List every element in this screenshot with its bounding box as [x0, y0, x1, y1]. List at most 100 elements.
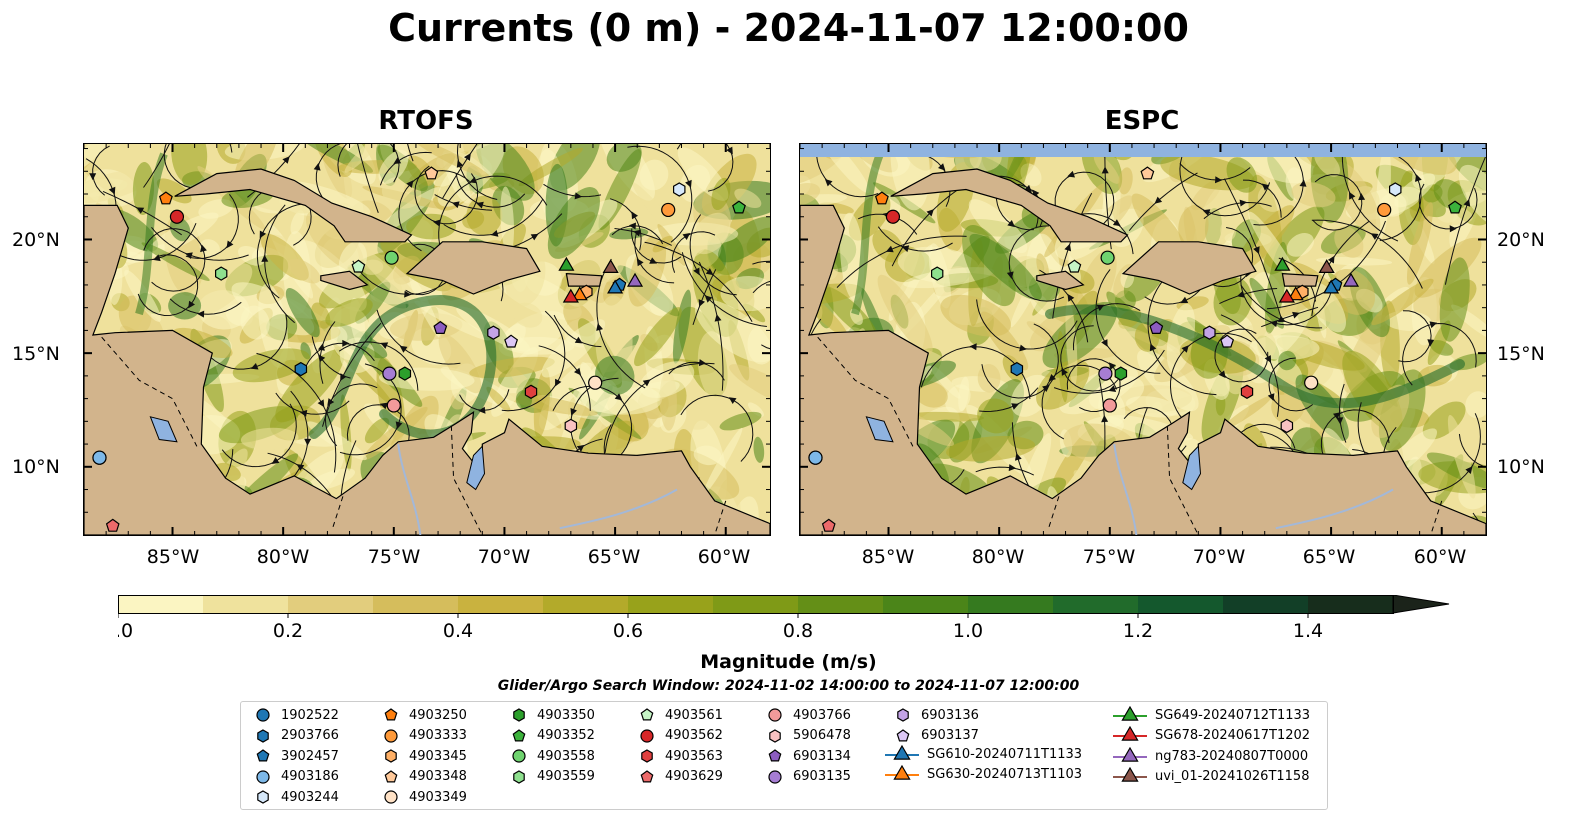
legend-label: 6903137 [921, 728, 979, 743]
legend-label: 4903345 [409, 748, 467, 764]
streamline [137, 254, 199, 317]
platform-marker [524, 384, 538, 399]
border [1166, 425, 1199, 535]
legend-item: 4903766 [765, 706, 851, 724]
platform-marker [1274, 256, 1291, 271]
legend-label: ng783-20240807T0000 [1155, 748, 1309, 764]
streamline [752, 260, 770, 265]
platform-marker [1388, 182, 1402, 197]
streamline-arrow [1007, 220, 1015, 228]
legend-label: 5906478 [793, 728, 851, 743]
legend-label: SG630-20240713T1103 [927, 766, 1083, 782]
streamline [322, 322, 382, 427]
legend-item: 6903137 [893, 727, 979, 745]
streamline-arrow [259, 230, 267, 239]
legend-label: 2903766 [281, 728, 339, 743]
platform-marker [424, 166, 439, 180]
land [1036, 270, 1085, 291]
streamline [815, 144, 879, 198]
legend-item: 6903135 [765, 768, 851, 786]
border [450, 425, 483, 535]
speed-patch [412, 144, 491, 179]
streamline [1418, 183, 1478, 230]
streamline-arrow [1019, 344, 1027, 352]
streamline-arrow [1006, 271, 1014, 279]
streamline-arrow [1261, 183, 1270, 191]
streamline [553, 314, 602, 348]
legend-item: 4903559 [509, 768, 595, 786]
streamline-arrow [1101, 415, 1109, 423]
legend: 1902522 2903766 3902457 4903186 4903244 49032… [240, 701, 1328, 810]
platform-marker [1448, 200, 1462, 214]
streamline-arrow [1218, 370, 1226, 379]
land [84, 204, 770, 535]
current-jet [135, 152, 168, 316]
streamline-arrow [704, 295, 713, 303]
speed-patch [800, 183, 821, 207]
colorbar-segment [288, 595, 374, 613]
legend-marker [513, 769, 525, 784]
streamline-arrow [574, 367, 582, 376]
streamline [169, 298, 242, 315]
streamline-arrow [327, 398, 335, 406]
colorbar-tick-label: 1.0 [953, 620, 983, 642]
streamline-arrow [530, 233, 539, 241]
land [320, 270, 369, 291]
speed-patch [437, 144, 505, 207]
streamline-arrow [282, 156, 290, 164]
streamline-arrow [1349, 191, 1356, 200]
legend-item: SG678-20240617T1202 [1113, 726, 1310, 744]
legend-marker [1121, 747, 1139, 762]
platform-marker [1323, 279, 1340, 294]
legend-item: 4903186 [253, 768, 339, 786]
streamline [627, 145, 693, 243]
streamline-arrow [342, 339, 350, 347]
streamline-arrow [1042, 384, 1050, 392]
streamline [1341, 144, 1399, 242]
streamline-arrow [885, 245, 894, 253]
streamline-arrow [649, 257, 658, 264]
platform-marker [158, 191, 173, 205]
legend-item: SG630-20240713T1103 [885, 765, 1082, 783]
streamline-arrow [1202, 209, 1211, 216]
streamline-arrow [197, 310, 205, 318]
streamline-arrow [633, 229, 641, 237]
lon-tick-label: 75°W [1082, 546, 1136, 568]
streamline [501, 310, 566, 412]
speed-patch [287, 258, 321, 284]
legend-marker [256, 769, 270, 784]
platform-marker [1318, 259, 1335, 273]
streamline [1060, 325, 1123, 392]
streamline-arrow [1327, 255, 1335, 264]
streamline [438, 175, 548, 245]
streamline [434, 194, 493, 211]
legend-label: SG649-20240712T1133 [1155, 707, 1311, 723]
legend-item: 4903345 [381, 747, 467, 765]
legend-marker [893, 745, 911, 760]
streamline-arrow [188, 300, 195, 309]
legend-label: uvi_01-20241026T1158 [1155, 768, 1310, 784]
streamline [1219, 288, 1278, 305]
legend-marker [897, 708, 909, 722]
platform-marker [661, 202, 676, 218]
streamline [1220, 314, 1280, 417]
streamline-arrow [226, 240, 234, 249]
streamline-arrow [379, 402, 388, 410]
colorbar-segment [118, 595, 204, 613]
speed-patch [940, 294, 1011, 337]
colorbar-segment [458, 595, 544, 613]
streamline [92, 145, 110, 196]
legend-label: 4903561 [665, 707, 723, 723]
legend-label: 4903629 [665, 769, 723, 784]
streamline-arrow [926, 209, 934, 217]
map-panel-espc [799, 143, 1487, 536]
platform-marker [1220, 334, 1235, 348]
streamline [1008, 225, 1065, 302]
legend-marker [384, 728, 398, 743]
platform-marker [672, 182, 686, 197]
speed-patch [717, 216, 770, 263]
legend-item: 3902457 [253, 747, 339, 765]
platform-marker [564, 418, 578, 434]
legend-item: 4903352 [509, 727, 595, 745]
platform-marker [931, 266, 944, 281]
